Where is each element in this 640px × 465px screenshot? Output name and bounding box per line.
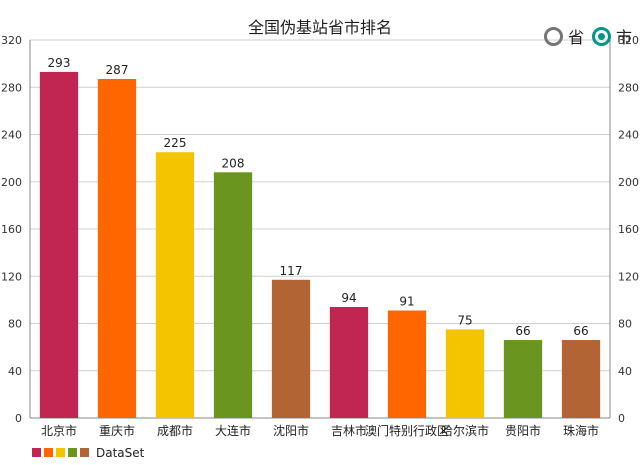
bar-value-label: 94: [341, 291, 356, 305]
radio-city[interactable]: 市: [591, 24, 632, 48]
x-tick-label: 珠海市: [563, 423, 599, 438]
y-tick-label-left: 280: [1, 81, 22, 94]
bar-value-label: 225: [164, 136, 187, 150]
y-tick-label-left: 240: [1, 129, 22, 142]
y-tick-label-right: 280: [618, 81, 639, 94]
radio-city-circle[interactable]: [591, 26, 611, 46]
bar: [271, 279, 311, 418]
bar-value-label: 117: [280, 264, 303, 278]
bar: [213, 172, 253, 418]
x-tick-label: 吉林市: [331, 423, 367, 438]
radio-province[interactable]: 省: [543, 24, 584, 48]
legend-swatch: [68, 448, 77, 457]
bar: [561, 340, 601, 418]
chart-title: 全国伪基站省市排名: [248, 18, 392, 37]
bar-value-label: 287: [106, 63, 129, 77]
x-tick-label: 沈阳市: [273, 423, 309, 438]
x-tick-label: 贵阳市: [505, 423, 541, 438]
bar: [155, 152, 195, 418]
bar-value-label: 293: [48, 56, 71, 70]
bar-value-label: 75: [457, 313, 472, 327]
legend-label: DataSet: [96, 446, 145, 460]
x-tick-label: 成都市: [157, 423, 193, 438]
bar: [329, 306, 369, 418]
y-tick-label-right: 40: [618, 365, 632, 378]
legend: DataSet: [32, 446, 145, 460]
bars: [39, 71, 601, 419]
radio-province-label: 省: [567, 28, 584, 47]
bar-value-label: 208: [222, 156, 245, 170]
y-tick-label-right: 200: [618, 176, 639, 189]
y-tick-label-left: 40: [8, 365, 22, 378]
y-tick-label-left: 0: [15, 412, 22, 425]
legend-swatch: [32, 448, 41, 457]
bar: [39, 71, 79, 419]
bar-value-label: 66: [515, 324, 530, 338]
y-tick-label-right: 0: [618, 412, 625, 425]
radio-city-label: 市: [615, 28, 632, 47]
bar-value-label: 91: [399, 295, 414, 309]
legend-swatch: [56, 448, 65, 457]
y-tick-label-left: 320: [1, 34, 22, 47]
x-tick-label: 重庆市: [99, 423, 135, 438]
y-tick-label-right: 320: [618, 34, 639, 47]
data-labels: 293 287 225 208 117 94 91 75 66 66: [48, 56, 589, 338]
y-tick-label-left: 80: [8, 318, 22, 331]
legend-swatch: [80, 448, 89, 457]
radio-province-circle[interactable]: [543, 26, 563, 46]
y-tick-label-left: 200: [1, 176, 22, 189]
x-tick-label: 澳门特别行政区: [365, 423, 449, 438]
x-tick-label: 哈尔滨市: [441, 423, 489, 438]
legend-swatch: [44, 448, 53, 457]
y-tick-label-left: 120: [1, 270, 22, 283]
y-tick-label-left: 160: [1, 223, 22, 236]
y-tick-label-right: 240: [618, 129, 639, 142]
x-tick-label: 北京市: [41, 423, 77, 438]
bar: [503, 340, 543, 418]
bar: [387, 310, 427, 418]
bar: [445, 329, 485, 418]
x-tick-label: 大连市: [215, 423, 251, 438]
bar: [97, 78, 137, 418]
axes: 0 0 40 40 80 80 120 120 160 160 200 200 240 240 280 280…: [1, 34, 639, 438]
y-tick-label-right: 120: [618, 270, 639, 283]
bar-value-label: 66: [573, 324, 588, 338]
y-tick-label-right: 80: [618, 318, 632, 331]
region-toggle: 省 市: [536, 24, 632, 48]
y-tick-label-right: 160: [618, 223, 639, 236]
